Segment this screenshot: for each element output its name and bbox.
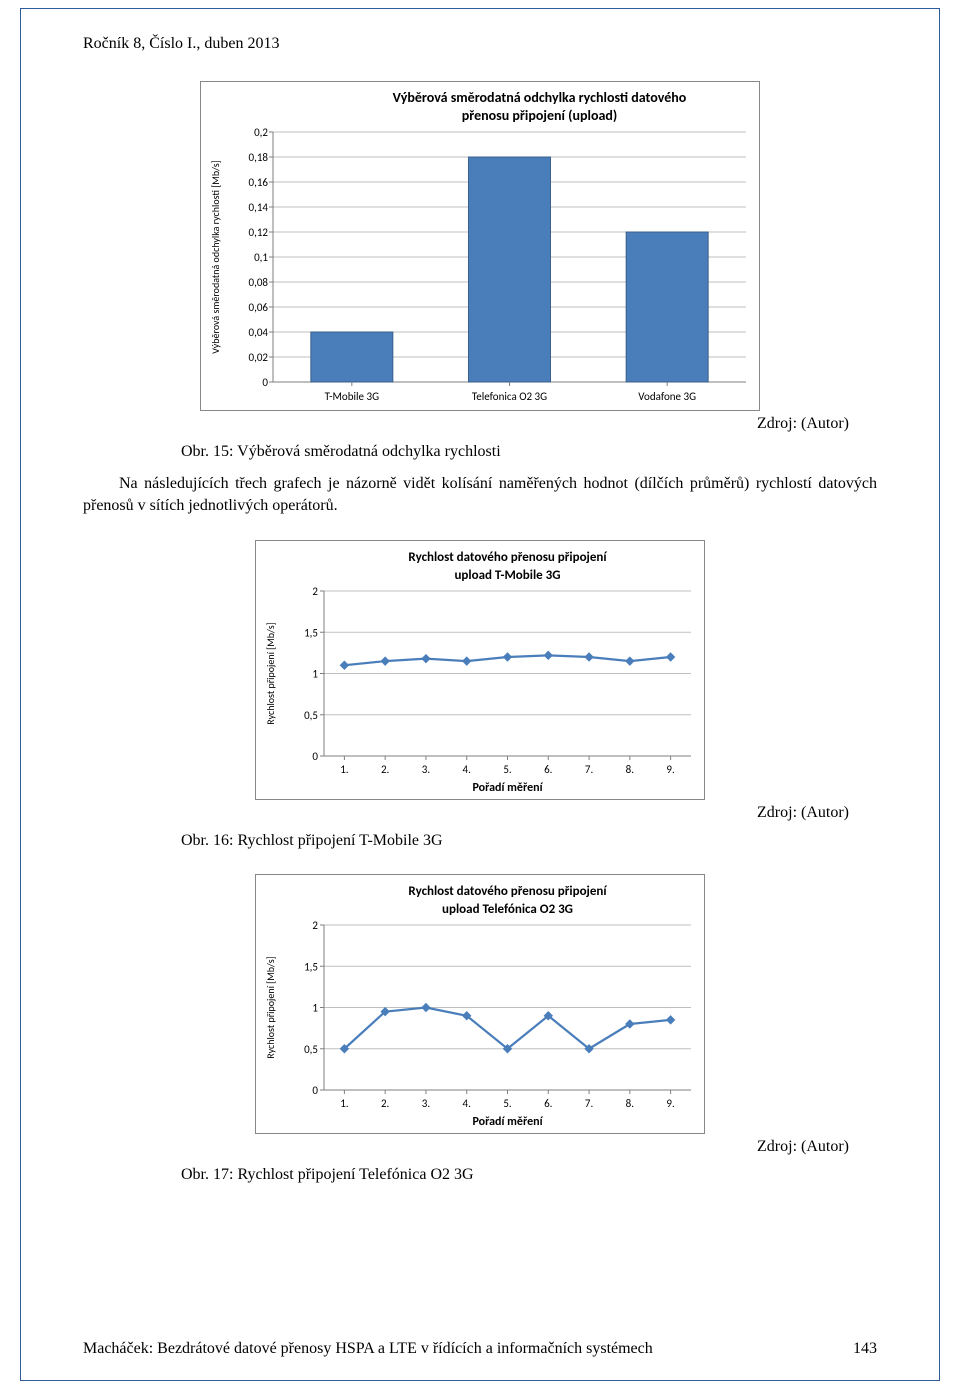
svg-text:9.: 9. bbox=[666, 1097, 675, 1110]
svg-text:0,1: 0,1 bbox=[254, 251, 268, 264]
svg-text:1: 1 bbox=[312, 1002, 318, 1015]
svg-text:6.: 6. bbox=[544, 1097, 553, 1110]
footer-text: Macháček: Bezdrátové datové přenosy HSPA… bbox=[83, 1340, 653, 1357]
body-paragraph-text: Na následujících třech grafech je názorn… bbox=[83, 475, 877, 514]
svg-text:8.: 8. bbox=[626, 1097, 635, 1110]
svg-text:0,12: 0,12 bbox=[249, 226, 269, 239]
svg-text:1.: 1. bbox=[340, 1097, 349, 1110]
svg-text:3.: 3. bbox=[422, 1097, 431, 1110]
svg-text:6.: 6. bbox=[544, 763, 553, 776]
figure16-source: Zdroj: (Autor) bbox=[21, 804, 849, 822]
line-chart-tmobile: Rychlost datového přenosu připojení uploa… bbox=[255, 540, 705, 800]
svg-text:1,5: 1,5 bbox=[304, 626, 318, 639]
svg-text:0,06: 0,06 bbox=[249, 301, 269, 314]
page-header: Ročník 8, Číslo I., duben 2013 bbox=[83, 35, 279, 53]
body-paragraph: Na následujících třech grafech je názorn… bbox=[83, 473, 877, 516]
line-chart-telefonica: Rychlost datového přenosu připojení uploa… bbox=[255, 874, 705, 1134]
svg-text:Výběrová směrodatná odchylka r: Výběrová směrodatná odchylka rychlosti [… bbox=[209, 160, 222, 354]
svg-text:přenosu připojení (upload): přenosu připojení (upload) bbox=[462, 107, 618, 124]
svg-text:2.: 2. bbox=[381, 763, 390, 776]
svg-text:Výběrová směrodatná odchylka r: Výběrová směrodatná odchylka rychlosti d… bbox=[393, 89, 687, 106]
page-frame: Ročník 8, Číslo I., duben 2013 Výběrová … bbox=[20, 8, 940, 1381]
svg-text:7.: 7. bbox=[585, 1097, 594, 1110]
svg-text:2.: 2. bbox=[381, 1097, 390, 1110]
svg-text:0,04: 0,04 bbox=[249, 326, 269, 339]
svg-text:0,14: 0,14 bbox=[249, 201, 269, 214]
svg-text:Pořadí měření: Pořadí měření bbox=[472, 781, 543, 795]
svg-text:0,08: 0,08 bbox=[249, 276, 269, 289]
svg-text:Vodafone 3G: Vodafone 3G bbox=[638, 390, 696, 403]
svg-text:Rychlost datového přenosu přip: Rychlost datového přenosu připojení bbox=[408, 884, 607, 899]
svg-text:Rychlost datového přenosu přip: Rychlost datového přenosu připojení bbox=[408, 550, 607, 565]
svg-text:0,2: 0,2 bbox=[254, 126, 268, 139]
svg-text:0,18: 0,18 bbox=[249, 151, 269, 164]
svg-text:0,5: 0,5 bbox=[304, 1043, 318, 1056]
svg-text:upload T-Mobile 3G: upload T-Mobile 3G bbox=[454, 568, 560, 583]
svg-text:upload Telefónica O2 3G: upload Telefónica O2 3G bbox=[442, 902, 573, 917]
svg-text:0,16: 0,16 bbox=[249, 176, 269, 189]
svg-text:7.: 7. bbox=[585, 763, 594, 776]
svg-text:4.: 4. bbox=[463, 1097, 472, 1110]
bar-chart-deviation: Výběrová směrodatná odchylka rychlosti d… bbox=[200, 81, 760, 411]
svg-text:5.: 5. bbox=[503, 1097, 512, 1110]
svg-text:4.: 4. bbox=[463, 763, 472, 776]
svg-text:3.: 3. bbox=[422, 763, 431, 776]
svg-text:2: 2 bbox=[312, 919, 318, 932]
svg-text:2: 2 bbox=[312, 585, 318, 598]
svg-text:1,5: 1,5 bbox=[304, 960, 318, 973]
page-footer: Macháček: Bezdrátové datové přenosy HSPA… bbox=[83, 1340, 877, 1358]
figure15-caption: Obr. 15: Výběrová směrodatná odchylka ry… bbox=[181, 443, 939, 461]
svg-text:5.: 5. bbox=[503, 763, 512, 776]
svg-text:T-Mobile 3G: T-Mobile 3G bbox=[325, 390, 379, 403]
svg-text:0,02: 0,02 bbox=[249, 351, 269, 364]
svg-text:0: 0 bbox=[312, 1084, 318, 1097]
svg-text:1.: 1. bbox=[340, 763, 349, 776]
figure16-caption: Obr. 16: Rychlost připojení T-Mobile 3G bbox=[181, 832, 939, 850]
footer-page-number: 143 bbox=[853, 1340, 877, 1358]
svg-text:Telefonica O2 3G: Telefonica O2 3G bbox=[472, 390, 547, 403]
figure17-source: Zdroj: (Autor) bbox=[21, 1138, 849, 1156]
svg-text:Pořadí měření: Pořadí měření bbox=[472, 1115, 543, 1129]
svg-text:Rychlost připojení [Mb/s]: Rychlost připojení [Mb/s] bbox=[264, 622, 277, 724]
figure15-source: Zdroj: (Autor) bbox=[21, 415, 849, 433]
svg-text:8.: 8. bbox=[626, 763, 635, 776]
svg-text:Rychlost připojení [Mb/s]: Rychlost připojení [Mb/s] bbox=[264, 956, 277, 1058]
figure17-caption: Obr. 17: Rychlost připojení Telefónica O… bbox=[181, 1166, 939, 1184]
svg-text:1: 1 bbox=[312, 668, 318, 681]
svg-text:0: 0 bbox=[312, 750, 318, 763]
svg-text:9.: 9. bbox=[666, 763, 675, 776]
svg-text:0: 0 bbox=[262, 376, 268, 389]
svg-text:0,5: 0,5 bbox=[304, 709, 318, 722]
